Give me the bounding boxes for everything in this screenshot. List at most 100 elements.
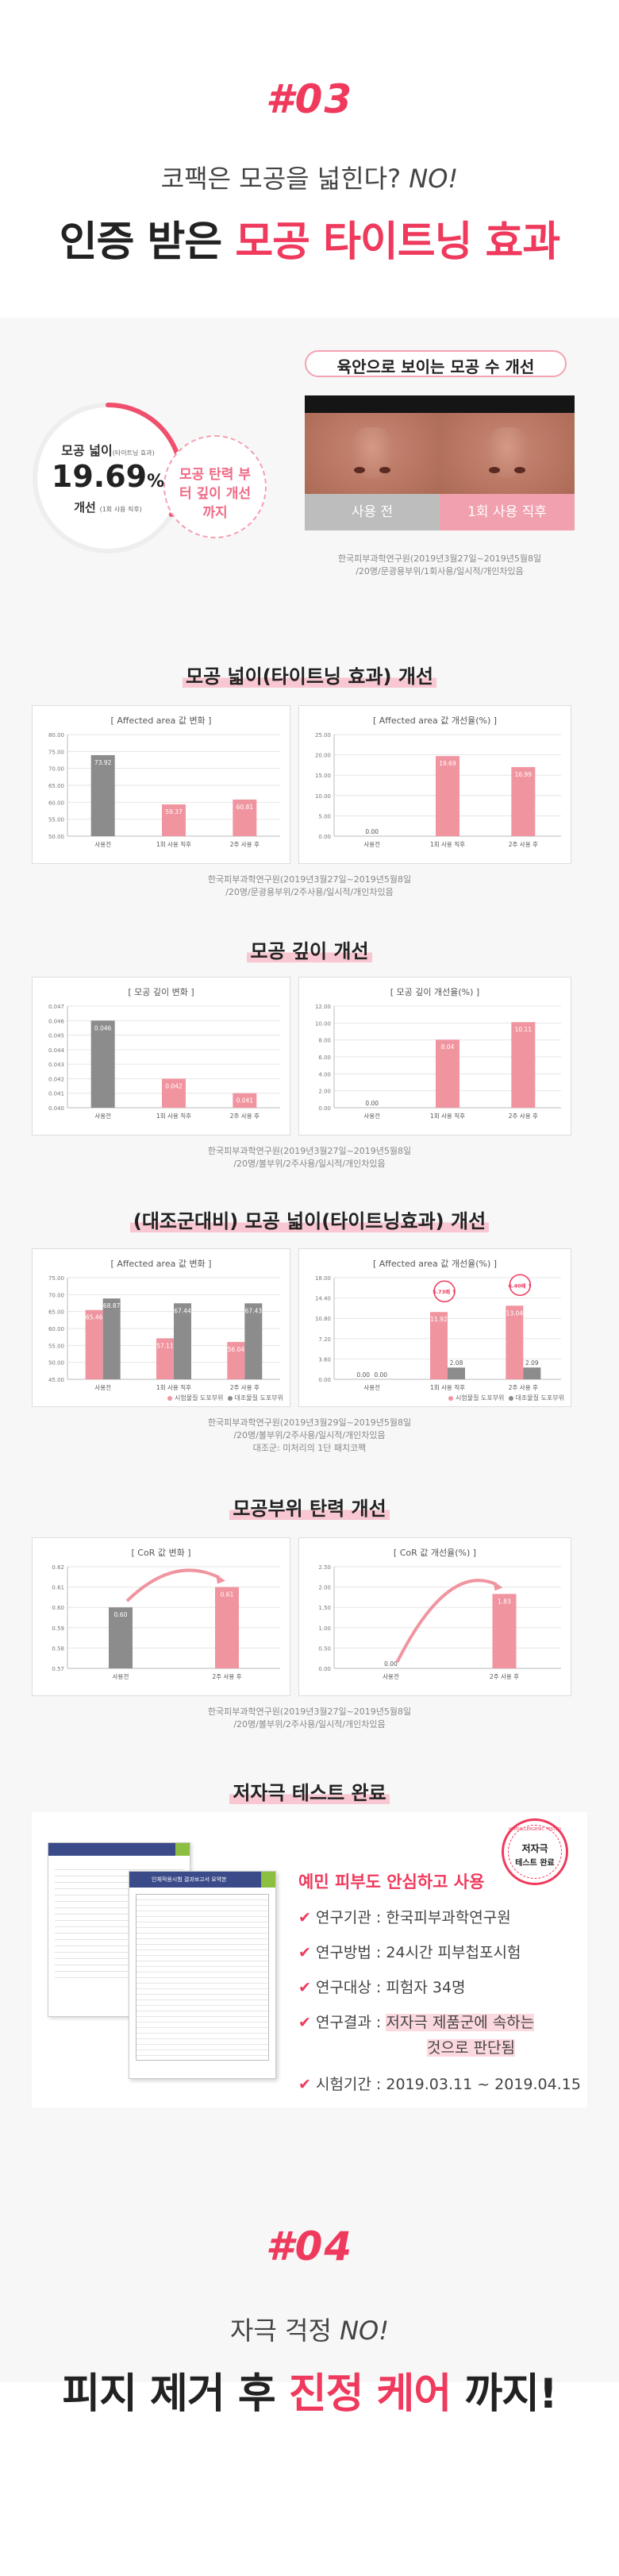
test-title-text: 저자극 테스트 완료: [229, 1782, 390, 1804]
bar: [162, 804, 186, 836]
tick-label: 0.044: [48, 1047, 65, 1054]
bar: [511, 1022, 536, 1108]
test-title: 저자극 테스트 완료: [0, 1777, 619, 1805]
data-label: 68.87: [103, 1302, 121, 1309]
tick-label: 0.042: [48, 1076, 64, 1082]
data-label: 16.99: [515, 771, 532, 778]
bar: [85, 1309, 103, 1379]
category-label: 2주 사용 후: [509, 1384, 538, 1391]
data-label: 10.11: [515, 1026, 532, 1033]
chart-title: [ 모공 깊이 개선율(%) ]: [390, 987, 480, 997]
tick-label: 10.00: [315, 793, 331, 800]
test-item-key: 연구기관: [315, 1909, 371, 1926]
check-icon: ✔: [298, 1944, 311, 1961]
tick-label: 0.043: [48, 1062, 64, 1068]
callout-badge: [433, 1280, 456, 1302]
trend-arrow: [125, 1568, 220, 1602]
improvement-bubble: 모공 탄력 부터 깊이 개선까지: [163, 435, 267, 538]
section-headline: 인증 받은 모공 타이트닝 효과: [0, 208, 619, 268]
ring-after-small: (1회 사용 직후): [99, 506, 142, 513]
tick-label: 0.00: [318, 1377, 331, 1383]
top-source-line: /20명/문광용부위/1회사용/일시적/개인차있음: [356, 566, 524, 577]
chart-title: [ 모공 깊이 변화 ]: [128, 987, 194, 997]
category-label: 사용전: [363, 1383, 380, 1391]
bar: [506, 1305, 524, 1379]
tick-label: 3.60: [318, 1356, 331, 1363]
tick-label: 65.00: [48, 783, 64, 789]
source-line: /20명/볼부위/2주사용/일시적/개인차있음: [233, 1719, 386, 1730]
test-item-value: 한국피부과학연구원: [386, 1909, 511, 1926]
tick-label: 7.20: [318, 1336, 331, 1343]
tick-label: 0.00: [318, 1105, 331, 1112]
chart-panel: [ 모공 깊이 개선율(%) ] 12.00 10.00 8.00 6.00 4.00 2.…: [298, 977, 571, 1136]
question-text: 자극 걱정: [229, 2316, 332, 2346]
chart-title: [ CoR 값 변화 ]: [131, 1548, 191, 1558]
report-title: 인체적용시험 결과보고서 요약본: [129, 1872, 275, 1888]
headline-a: 피지 제거 후: [62, 2370, 289, 2418]
data-label: 56.04: [228, 1346, 245, 1353]
bar: [233, 799, 257, 836]
section-title-2: 모공 깊이 개선: [0, 935, 619, 963]
category-label: 사용전: [383, 1672, 399, 1680]
test-item-key: 시험기간: [315, 2076, 371, 2093]
category-label: 1회 사용 직후: [430, 1383, 465, 1391]
test-item: ✔ 시험기간 : 2019.03.11 ~ 2019.04.15: [298, 2076, 581, 2093]
category-label: 사용전: [94, 1112, 111, 1120]
ring-value: 19.69%: [37, 459, 179, 494]
tick-label: 80.00: [48, 732, 64, 738]
tick-label: 4.00: [318, 1071, 331, 1078]
tick-label: 0.041: [48, 1091, 64, 1097]
section-source: 한국피부과학연구원(2019년3월27일~2019년5월8일/20명/볼부위/2…: [0, 1145, 619, 1170]
tick-label: 8.00: [318, 1038, 331, 1044]
source-line: 대조군: 미처리의 1단 패치코팩: [252, 1443, 367, 1453]
test-item-key: 연구대상: [315, 1979, 371, 1996]
ring-after-main: 개선: [74, 500, 96, 515]
tick-label: 70.00: [48, 766, 64, 773]
test-item: ✔ 연구대상 : 피험자 34명: [298, 1979, 466, 1996]
data-label: 13.04: [506, 1309, 524, 1317]
data-label: 19.69: [439, 760, 456, 767]
data-label: 2.09: [525, 1359, 539, 1367]
top-title: 육안으로 보이는 모공 수 개선: [336, 357, 535, 376]
section-number-04: #04: [265, 2223, 354, 2269]
bar-chart: 75.00 70.00 65.00 60.00 55.00 50.00 45.00 사용전 1회…: [48, 1275, 280, 1391]
chart-panel: [ CoR 값 변화 ] 0.62 0.61 0.60 0.59 0.58 0.57 사용전 2…: [32, 1537, 290, 1696]
check-icon: ✔: [298, 2014, 311, 2031]
bar: [448, 1367, 465, 1379]
category-label: 2주 사용 후: [509, 841, 538, 848]
data-label: 0.042: [165, 1082, 183, 1089]
top-source: 한국피부과학연구원(2019년3월27일~2019년5월8일/20명/문광용부위…: [305, 553, 575, 578]
tick-label: 1.50: [318, 1605, 331, 1611]
data-label: 0.00: [365, 828, 379, 835]
tick-label: 0.62: [52, 1564, 64, 1571]
tick-label: 5.00: [318, 813, 331, 819]
tick-label: 0.047: [48, 1004, 64, 1010]
tick-label: 0.61: [52, 1585, 64, 1591]
photo-before-caption: 사용 전: [305, 494, 440, 530]
tick-label: 60.00: [48, 1326, 64, 1332]
data-label: 0.00: [374, 1371, 387, 1379]
tick-label: 10.00: [315, 1020, 331, 1027]
test-item-cont: 것으로 판단됨: [427, 2036, 515, 2057]
category-label: 2주 사용 후: [230, 1113, 260, 1120]
headline-b: 모공 타이트닝 효과: [235, 218, 560, 266]
category-label: 1회 사용 직후: [430, 840, 465, 848]
bar: [511, 767, 536, 836]
ring-value-unit: %: [147, 472, 165, 492]
category-label: 사용전: [94, 1383, 111, 1391]
data-label: 0.60: [114, 1611, 128, 1618]
bar: [244, 1303, 263, 1379]
legend-label: 시험물질 도포부위: [456, 1394, 505, 1402]
tick-label: 45.00: [48, 1377, 64, 1383]
bar: [227, 1341, 245, 1379]
callout-badge: [509, 1274, 532, 1297]
chart-panel: [ CoR 값 개선율(%) ] 2.50 2.00 1.50 1.00 0.50 0.00…: [298, 1537, 571, 1696]
trend-arrowhead: [216, 1574, 225, 1584]
data-label: 0.00: [365, 1100, 379, 1107]
ring-label-main: 모공 넓이: [61, 443, 113, 458]
bar: [436, 1039, 459, 1108]
legend-label: 대조물질 도포부위: [234, 1394, 283, 1402]
data-label: 11.92: [430, 1316, 448, 1323]
ring-after: 개선 (1회 사용 직후): [37, 499, 179, 515]
category-label: 사용전: [363, 840, 380, 848]
